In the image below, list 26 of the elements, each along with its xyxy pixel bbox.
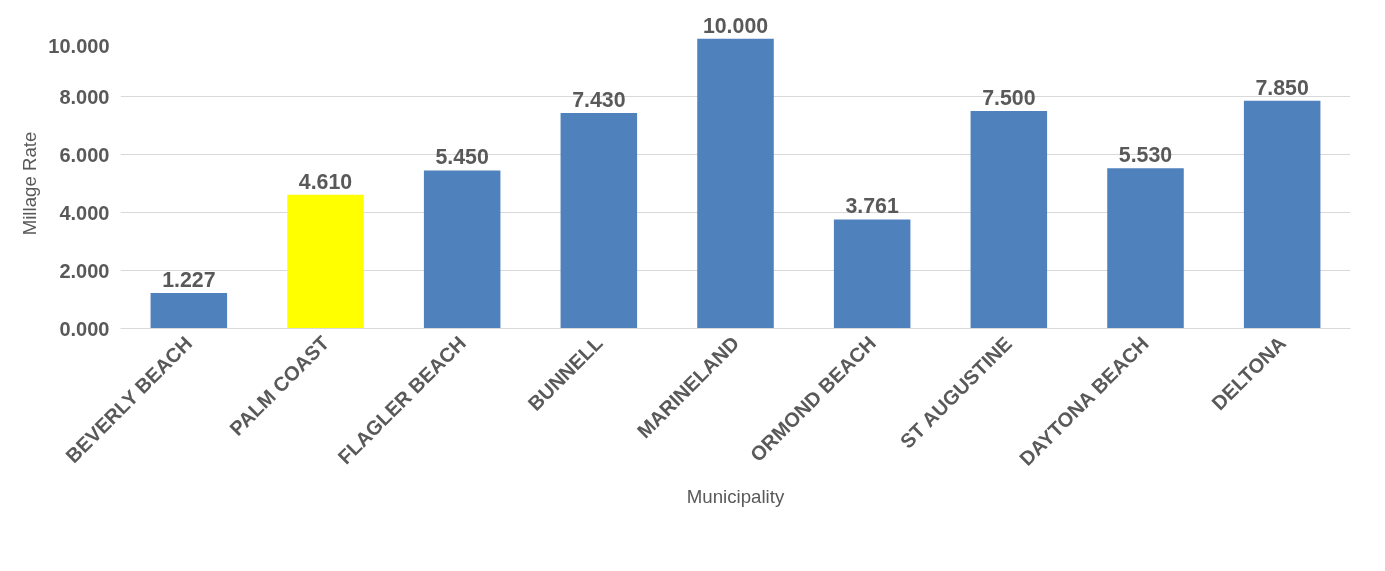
data-label: 7.850 — [1255, 75, 1309, 100]
data-label: 5.530 — [1118, 143, 1173, 168]
y-tick-label: 0.000 — [59, 317, 110, 340]
bar — [833, 219, 911, 329]
bar — [1243, 100, 1321, 329]
data-label: 7.500 — [982, 86, 1036, 110]
data-label: 10.000 — [702, 13, 769, 38]
data-label: 5.450 — [435, 145, 489, 170]
y-tick-label: 2.000 — [59, 259, 110, 282]
y-tick-label: 6.000 — [59, 143, 110, 166]
y-tick-label: 10.000 — [48, 34, 110, 57]
bar — [287, 194, 364, 329]
data-label: 7.430 — [572, 88, 626, 113]
bar — [150, 292, 228, 329]
y-tick-label: 4.000 — [59, 201, 110, 224]
bar — [697, 38, 774, 329]
y-axis-title: Millage Rate — [19, 131, 41, 236]
bar — [560, 113, 638, 329]
bar — [970, 111, 1048, 329]
x-axis-title: Municipality — [686, 485, 785, 507]
data-label: 1.227 — [162, 267, 216, 292]
data-label: 3.761 — [845, 194, 899, 219]
y-tick-label: 8.000 — [59, 85, 110, 108]
data-label: 4.610 — [298, 169, 353, 194]
bar — [423, 170, 501, 329]
bar — [1107, 168, 1184, 329]
